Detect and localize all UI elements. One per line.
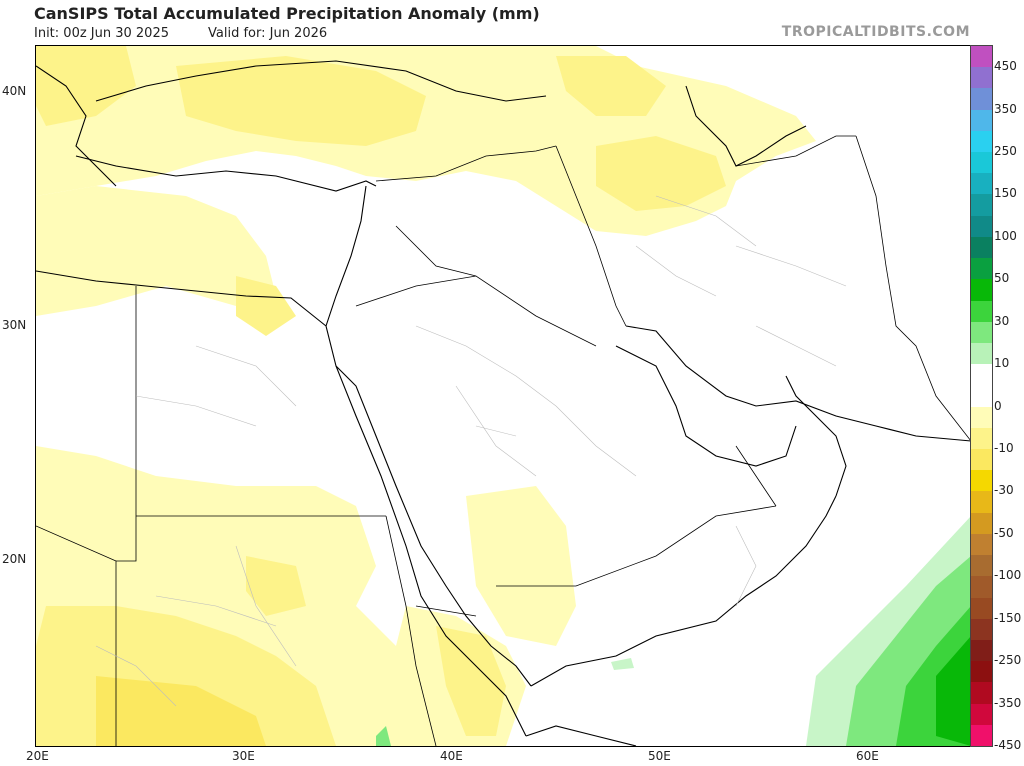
lat-label-30n: 30N [2,318,27,332]
lat-label-20n: 20N [2,552,27,566]
colorbar-label: 250 [994,144,1017,159]
colorbar-segment [971,491,992,514]
lon-label-40e: 40E [440,749,463,763]
map-title: CanSIPS Total Accumulated Precipitation … [34,4,540,23]
colorbar-label: 450 [994,59,1017,74]
lat-label-40n: 40N [2,84,27,98]
anomaly-region-chad [96,676,266,746]
colorbar-label: -50 [994,525,1014,540]
anomaly-region-aegean [36,46,136,126]
map-area [35,45,972,747]
colorbar-segment [971,427,992,450]
anomaly-region-med [36,186,276,316]
colorbar-segment [971,279,992,302]
colorbar-label: 0 [994,398,1002,413]
anomaly-region-eritrea [436,626,506,736]
lon-label-50e: 50E [648,749,671,763]
colorbar-label: -150 [994,610,1022,625]
colorbar-segment [971,215,992,238]
anomaly-region-red-sea-green [376,726,391,746]
colorbar-label: 150 [994,186,1017,201]
colorbar-segment [971,576,992,598]
lon-label-20e: 20E [26,749,49,763]
country-borders [36,135,971,746]
anomaly-region-iran-north [596,136,726,211]
colorbar-segment [971,555,992,577]
anomaly-region-sudan-east [246,556,306,616]
anomaly-region-arabian-sea-max [936,636,971,746]
colorbar-segment [971,533,992,556]
colorbar-segment [971,512,992,535]
anomaly-shading [36,46,971,746]
colorbar-segment [971,449,992,471]
colorbar-segment [971,364,992,386]
colorbar-label: 350 [994,101,1017,116]
colorbar-label: -350 [994,695,1022,710]
colorbar-segment [971,703,992,726]
colorbar-segment [971,67,992,89]
colorbar-segment [971,258,992,280]
colorbar-label: -450 [994,738,1022,752]
coastlines [36,60,971,746]
colorbar-segment [971,46,992,68]
colorbar-label: 50 [994,271,1010,286]
colorbar-segment [971,682,992,705]
colorbar-label: -30 [994,483,1014,498]
lon-label-60e: 60E [856,749,879,763]
colorbar-segment [971,406,992,429]
colorbar-segment [971,130,992,153]
colorbar-label: 100 [994,228,1017,243]
colorbar-segment [971,88,992,111]
init-time: Init: 00z Jun 30 2025 [34,26,169,41]
anomaly-region-turkey [176,56,426,146]
colorbar-segment [971,236,992,259]
colorbar-segment [971,661,992,683]
colorbar-label: -100 [994,568,1022,583]
colorbar-segment [971,300,992,323]
anomaly-region-caucasus [556,56,666,116]
colorbar-segment [971,639,992,662]
colorbar-label: -10 [994,441,1014,456]
anomaly-region-arabia [466,486,576,646]
colorbar-segment [971,152,992,174]
anomaly-region-yemen-green [611,658,634,670]
source-watermark: TROPICALTIDBITS.COM [781,24,970,40]
colorbar-segment [971,470,992,492]
colorbar-segment [971,173,992,195]
colorbar-segment [971,194,992,217]
colorbar-segment [971,618,992,641]
colorbar-segment [971,724,992,747]
map-canvas [36,46,971,746]
province-borders [95,195,847,707]
colorbar-segment [971,321,992,344]
colorbar-label: 30 [994,313,1010,328]
valid-time: Valid for: Jun 2026 [208,26,328,41]
colorbar-segment [971,109,992,132]
colorbar-segment [971,342,992,365]
colorbar-label: 10 [994,356,1010,371]
colorbar [970,45,993,747]
colorbar-segment [971,385,992,408]
lon-label-30e: 30E [232,749,255,763]
colorbar-label: -250 [994,653,1022,668]
anomaly-region-levant [236,276,296,336]
colorbar-segment [971,597,992,620]
